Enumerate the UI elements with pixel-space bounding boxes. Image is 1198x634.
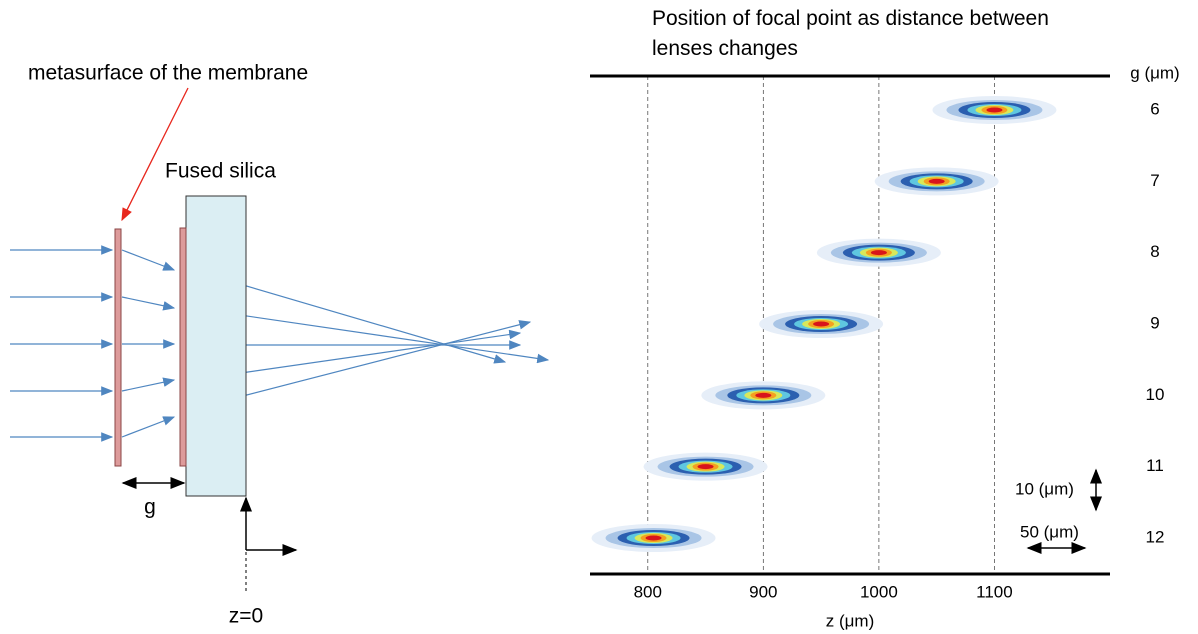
y-tick-label: 9: [1150, 313, 1159, 332]
spot-layer: [870, 250, 887, 256]
y-tick-label: 6: [1150, 99, 1159, 118]
y-axis-label: g (μm): [1130, 63, 1179, 82]
focal-spot: [816, 238, 941, 267]
y-tick-label: 12: [1146, 527, 1165, 546]
gap-label: g: [144, 496, 156, 519]
focal-spot: [759, 310, 884, 338]
spot-layer: [645, 535, 662, 541]
focal-spot: [591, 524, 716, 552]
focal-spot: [643, 452, 768, 481]
focal-spot: [701, 381, 826, 410]
x-axis-label: z (μm): [826, 611, 875, 630]
scale-label: 50 (μm): [1020, 522, 1079, 541]
spot-layer: [986, 107, 1003, 113]
diagram: [10, 245, 550, 442]
x-tick-label: 800: [634, 582, 662, 601]
origin-label: z=0: [229, 605, 263, 628]
focal-spot: [932, 96, 1057, 124]
fused-silica: [185, 195, 247, 497]
pointer-arrow: [121, 87, 189, 222]
membrane: [114, 228, 122, 467]
x-tick-label: 1100: [976, 582, 1013, 601]
membrane-label: metasurface of the membrane: [28, 62, 308, 85]
silica-label: Fused silica: [165, 160, 276, 183]
spot-layer: [928, 178, 945, 184]
y-tick-label: 8: [1150, 242, 1159, 261]
y-tick-label: 7: [1150, 171, 1159, 190]
spot-layer: [813, 321, 830, 327]
chart-title: Position of focal point as distance betw…: [652, 7, 1049, 60]
spot-layer: [755, 392, 772, 398]
x-tick-label: 900: [749, 582, 777, 601]
y-tick-label: 10: [1146, 385, 1165, 404]
spot-layer: [697, 464, 714, 470]
y-tick-label: 11: [1146, 456, 1164, 475]
scale-label: 10 (μm): [1015, 479, 1074, 498]
x-tick-label: 1000: [860, 582, 898, 601]
chart: 10 (μm) 50 (μm) g (μm) z (μm) 800 900 1000…: [590, 63, 1180, 630]
metalens: [179, 227, 187, 467]
focal-spot: [874, 167, 999, 196]
